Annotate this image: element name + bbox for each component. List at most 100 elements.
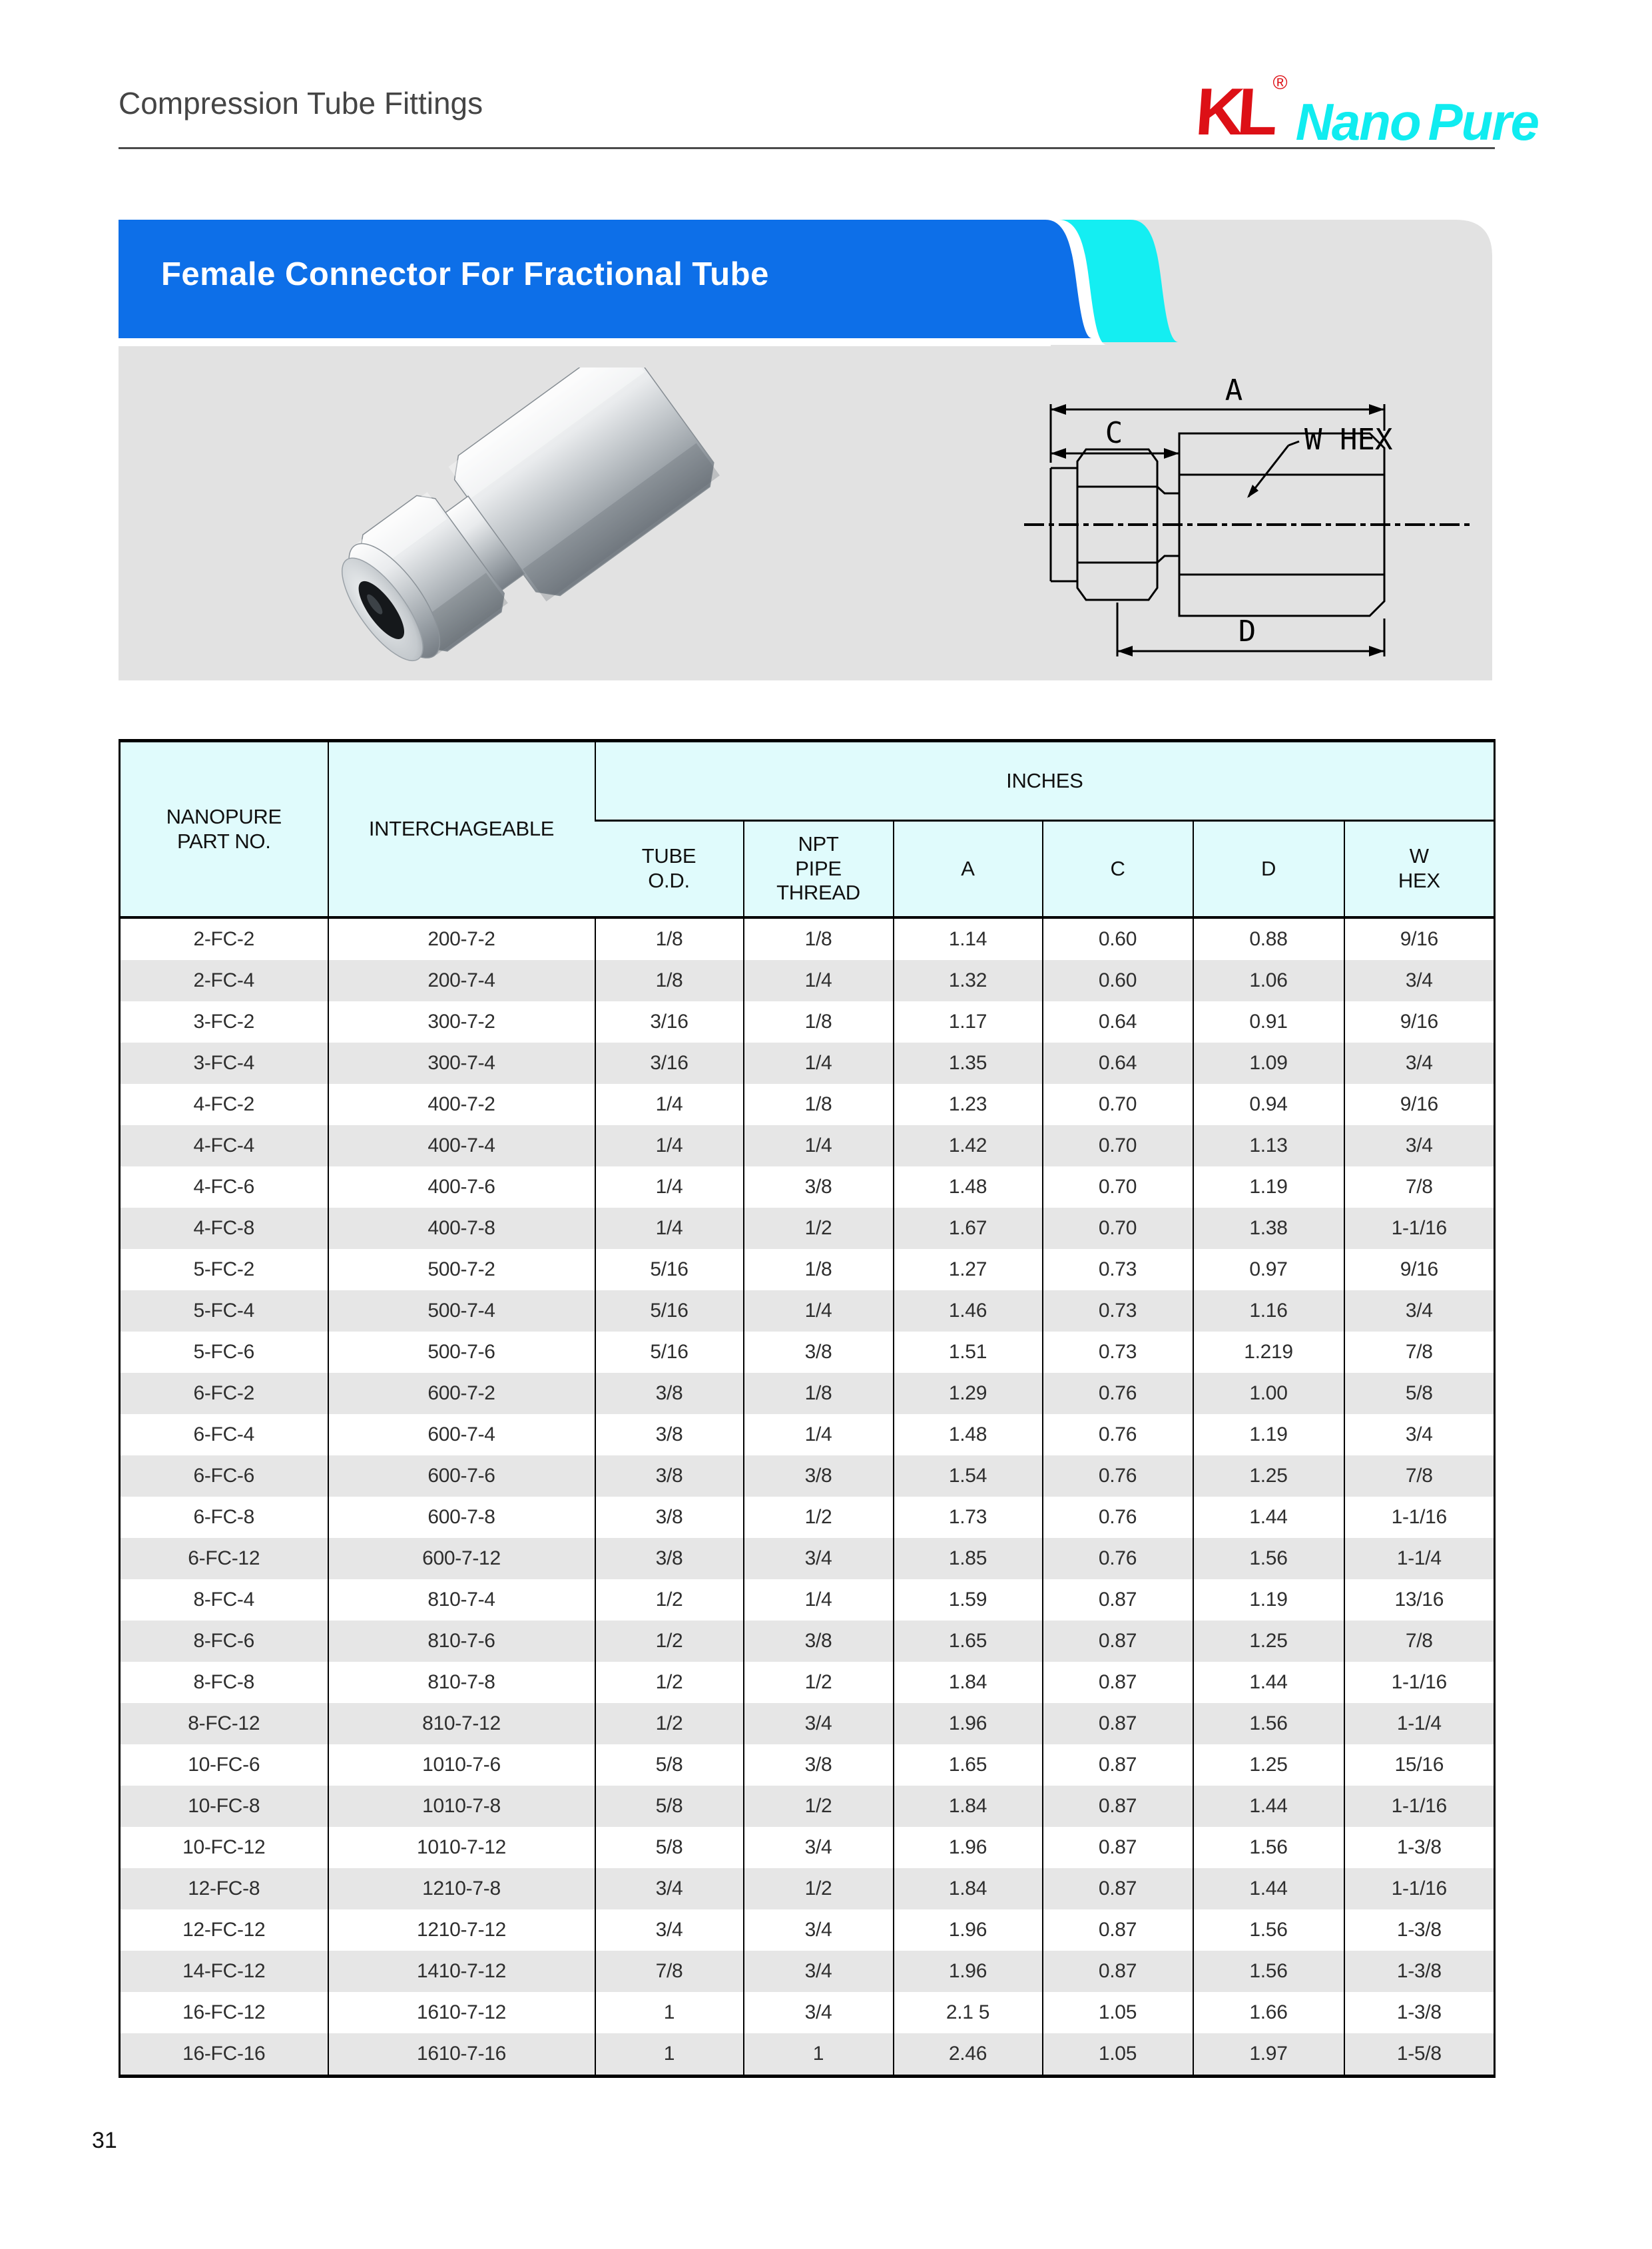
cell: 0.73 xyxy=(1041,1249,1193,1290)
cell: 200-7-2 xyxy=(327,917,595,960)
cell: 1/8 xyxy=(742,917,894,960)
cell: 500-7-2 xyxy=(327,1249,595,1290)
cell: 0.87 xyxy=(1041,1951,1193,1992)
cell: 3/4 xyxy=(594,1909,744,1951)
cell: 10-FC-12 xyxy=(182,1836,266,1858)
cell: 0.73 xyxy=(1041,1290,1193,1332)
cell: 5/8 xyxy=(1343,1373,1495,1414)
cell: 7/8 xyxy=(1343,1455,1495,1497)
table-row: 4-FC-6 400-7-6 1/4 3/8 1.48 0.70 1.19 7/8 xyxy=(120,1166,1495,1208)
dim-label-d: D xyxy=(1239,615,1256,648)
cell: 1/8 xyxy=(742,1373,894,1414)
cell: 1/2 xyxy=(742,1208,894,1249)
table-row: 16-FC-16 1610-7-16 1 1 2.46 1.05 1.97 1-5/8 xyxy=(119,2033,1495,2077)
cell: 1.65 xyxy=(892,1621,1043,1662)
cell: 1.23 xyxy=(892,1084,1043,1125)
cell: 7/8 xyxy=(1343,1166,1495,1208)
cell: 600-7-8 xyxy=(327,1497,595,1538)
cell: 600-7-2 xyxy=(327,1373,595,1414)
cell: 0.60 xyxy=(1041,917,1193,960)
cell: 3-FC-2 xyxy=(193,1011,255,1033)
cell: 1/4 xyxy=(742,1125,894,1166)
cell: 0.60 xyxy=(1041,960,1193,1001)
cell: 600-7-4 xyxy=(327,1414,595,1455)
cell: 3/4 xyxy=(1343,1043,1495,1084)
cell: 8-FC-12 xyxy=(119,1703,328,1744)
cell: 8-FC-6 xyxy=(119,1621,328,1662)
cell: 1/8 xyxy=(742,1084,894,1125)
cell: 16-FC-12 xyxy=(182,2001,266,2023)
cell: 6-FC-6 xyxy=(119,1455,328,1497)
cell: 1.44 xyxy=(1192,1662,1344,1703)
cell: 1/2 xyxy=(594,1662,744,1703)
cell: 6-FC-8 xyxy=(193,1506,255,1528)
cell: 5/16 xyxy=(594,1290,744,1332)
cell: 1010-7-6 xyxy=(327,1744,595,1786)
cell: 1.96 xyxy=(892,1703,1043,1744)
cell: 0.87 xyxy=(1041,1621,1193,1662)
cell: 5/8 xyxy=(594,1827,744,1868)
cell: 0.87 xyxy=(1041,1786,1193,1827)
cell: 3/8 xyxy=(742,1455,894,1497)
cell: 0.64 xyxy=(1041,1043,1193,1084)
cell: 3/4 xyxy=(742,1992,894,2033)
col-header-c: C xyxy=(1041,820,1193,919)
header-divider xyxy=(119,147,1495,149)
cell: 1/8 xyxy=(594,960,744,1001)
table-row: 2-FC-2 200-7-2 1/8 1/8 1.14 0.60 0.88 9/16 xyxy=(120,917,1495,960)
table-row: 12-FC-12 1210-7-12 3/4 3/4 1.96 0.87 1.56 1-3/8 xyxy=(120,1909,1495,1951)
cell: 1.56 xyxy=(1192,1827,1344,1868)
cell: 3/8 xyxy=(742,1332,894,1373)
cell: 9/16 xyxy=(1343,1084,1495,1125)
table-row: 6-FC-2 600-7-2 3/8 1/8 1.29 0.76 1.00 5/8 xyxy=(119,1373,1495,1414)
cell: 1 xyxy=(594,2033,744,2077)
table-row: 14-FC-12 1410-7-12 7/8 3/4 1.96 0.87 1.56 1-3/8 xyxy=(119,1951,1495,1992)
cell: 8-FC-8 xyxy=(193,1671,255,1693)
cell: 1.19 xyxy=(1192,1166,1344,1208)
cell: 2-FC-2 xyxy=(193,928,255,950)
cell: 1-1/16 xyxy=(1343,1868,1495,1909)
cell: 1410-7-12 xyxy=(327,1951,595,1992)
cell: 1.44 xyxy=(1192,1868,1344,1909)
cell: 1.67 xyxy=(892,1208,1043,1249)
cell: 1.19 xyxy=(1192,1579,1344,1621)
cell: 1/4 xyxy=(742,960,894,1001)
cell: 810-7-4 xyxy=(327,1579,595,1621)
cell: 1.97 xyxy=(1192,2033,1344,2077)
cell: 1.56 xyxy=(1192,1538,1344,1579)
cell: 1/4 xyxy=(742,1579,894,1621)
col-header-w-hex: W HEX xyxy=(1343,820,1495,919)
table-row: 5-FC-6 500-7-6 5/16 3/8 1.51 0.73 1.219 7/8 xyxy=(120,1332,1495,1373)
cell: 5/8 xyxy=(594,1744,744,1786)
cell: 1.17 xyxy=(892,1001,1043,1043)
cell: 1/4 xyxy=(742,1043,894,1084)
cell: 1/4 xyxy=(742,1290,894,1332)
table-row: 8-FC-12 810-7-12 1/2 3/4 1.96 0.87 1.56 1-1/4 xyxy=(119,1703,1495,1744)
cell: 1/8 xyxy=(742,1001,894,1043)
cell: 1.32 xyxy=(892,960,1043,1001)
cell: 1.65 xyxy=(892,1744,1043,1786)
cell: 9/16 xyxy=(1343,1249,1495,1290)
col-group-inches: INCHES xyxy=(594,740,1495,822)
cell: 600-7-12 xyxy=(327,1538,595,1579)
cell: 0.87 xyxy=(1041,1868,1193,1909)
table-row: 4-FC-2 400-7-2 1/4 1/8 1.23 0.70 0.94 9/16 xyxy=(120,1084,1495,1125)
cell: 12-FC-8 xyxy=(119,1868,328,1909)
col-header-npt: NPT PIPE THREAD xyxy=(742,820,894,919)
cell: 1.56 xyxy=(1192,1909,1344,1951)
table-row: 16-FC-12 1610-7-12 1 3/4 2.1 5 1.05 1.66 1-3/8 xyxy=(120,1992,1495,2033)
cell: 2-FC-4 xyxy=(119,960,328,1001)
cell: 1-1/4 xyxy=(1343,1538,1495,1579)
cell: 3/4 xyxy=(1343,960,1495,1001)
brand-name-pure: Pure xyxy=(1428,93,1539,151)
table-row: 2-FC-4 200-7-4 1/8 1/4 1.32 0.60 1.06 3/4 xyxy=(119,960,1495,1001)
cell: 1/4 xyxy=(594,1084,744,1125)
cell: 1010-7-8 xyxy=(327,1786,595,1827)
cell: 1/2 xyxy=(594,1621,744,1662)
cell: 500-7-6 xyxy=(327,1332,595,1373)
cell: 0.88 xyxy=(1192,917,1344,960)
cell: 5/16 xyxy=(594,1249,744,1290)
cell: 1.14 xyxy=(892,917,1043,960)
cell: 3/8 xyxy=(594,1538,744,1579)
